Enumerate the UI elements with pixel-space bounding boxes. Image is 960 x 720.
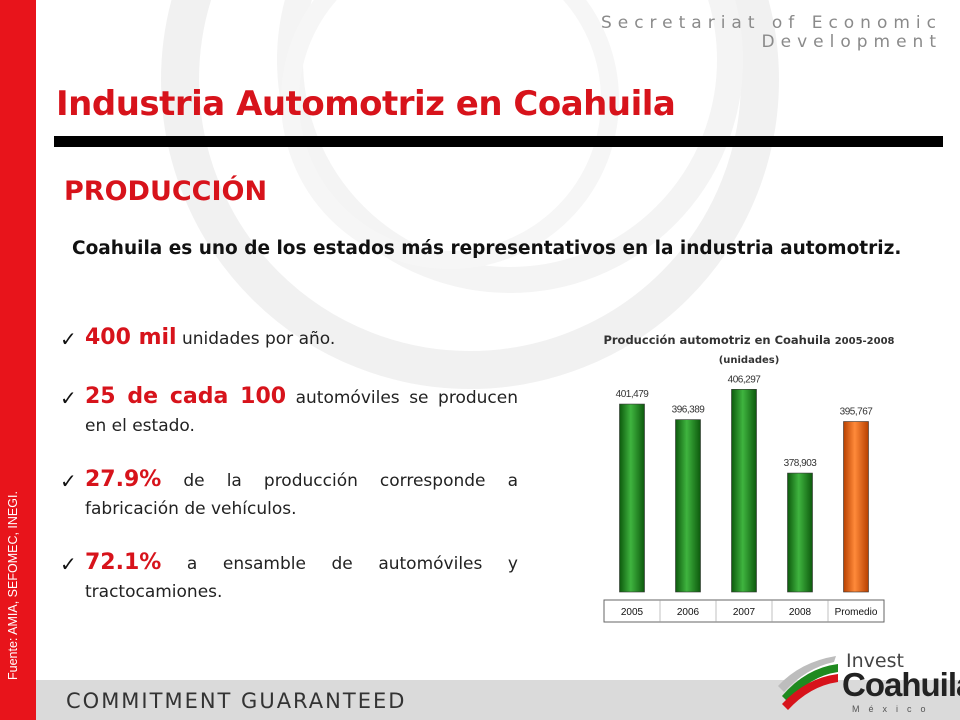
footer-tagline: COMMITMENT GUARANTEED — [66, 689, 407, 713]
bar-Promedio — [843, 421, 869, 593]
bullet-item: ✓ 72.1% a ensamble de automóviles y trac… — [60, 549, 518, 606]
org-line-1: Secretariat of Economic — [600, 13, 942, 33]
bullet-highlight: 27.9% — [85, 467, 162, 492]
intro-paragraph: Coahuila es uno de los estados más repre… — [72, 238, 902, 259]
tick-label-2007: 2007 — [733, 607, 756, 618]
checkmark-icon: ✓ — [60, 327, 77, 351]
data-label-Promedio: 395,767 — [840, 407, 874, 418]
section-heading: PRODUCCIÓN — [64, 176, 268, 207]
logo-line-1: Invest — [846, 650, 904, 672]
checkmark-icon: ✓ — [60, 552, 77, 576]
data-label-2008: 378,903 — [784, 458, 818, 469]
production-bar-chart: 401,479 396,389 406,297 378,903 395,767 2005 2… — [603, 374, 885, 623]
tick-label-2006: 2006 — [677, 607, 700, 618]
data-label-2005: 401,479 — [616, 389, 650, 400]
bullet-list: ✓ 400 mil unidades por año. ✓ 25 de cada… — [60, 324, 518, 632]
data-label-2006: 396,389 — [672, 405, 706, 416]
bullet-item: ✓ 400 mil unidades por año. — [60, 324, 518, 353]
page-title: Industria Automotriz en Coahuila — [56, 84, 676, 124]
bar-2008 — [787, 472, 813, 593]
tick-label-Promedio: Promedio — [835, 607, 878, 618]
logo-line-3: México — [852, 704, 935, 714]
bullet-item: ✓ 25 de cada 100 automóviles se producen… — [60, 383, 518, 440]
tick-label-2005: 2005 — [621, 607, 644, 618]
tick-label-2008: 2008 — [789, 607, 812, 618]
bullet-item: ✓ 27.9% de la producción corresponde a f… — [60, 466, 518, 523]
left-accent-bar — [0, 0, 36, 720]
bullet-highlight: 72.1% — [85, 550, 162, 575]
chart-title-block: Producción automotriz en Coahuila 2005-2… — [580, 331, 918, 370]
logo-mark-icon — [778, 656, 838, 710]
bar-2007 — [731, 389, 757, 593]
bullet-text: automóviles se producen en el estado. — [85, 388, 518, 436]
category-axis-box — [603, 599, 885, 623]
checkmark-icon: ✓ — [60, 386, 77, 410]
title-divider — [54, 136, 943, 147]
logo-line-2: Coahuila — [842, 666, 960, 703]
chart-title: Producción automotriz en Coahuila — [603, 333, 831, 347]
bullet-highlight: 25 de cada 100 — [85, 384, 287, 409]
chart-title-years: 2005-2008 — [834, 336, 895, 347]
source-note: Fuente: AMIA, SEFOMEC, INEGI. — [6, 491, 20, 680]
org-name: Secretariat of Economic Development — [601, 14, 942, 52]
bullet-highlight: 400 mil — [85, 325, 177, 350]
bar-2006 — [675, 419, 701, 593]
bullet-text: a ensamble de automóviles y tractocamion… — [85, 554, 518, 602]
bullet-text: unidades por año. — [176, 329, 336, 349]
invest-coahuila-logo: Invest Coahuila México — [776, 650, 960, 716]
bar-2005 — [619, 403, 645, 593]
data-label-2007: 406,297 — [728, 374, 762, 385]
chart-subtitle: (unidades) — [718, 355, 780, 366]
bullet-text: de la producción corresponde a fabricaci… — [85, 471, 518, 519]
checkmark-icon: ✓ — [60, 469, 77, 493]
org-line-2: Development — [761, 32, 942, 52]
